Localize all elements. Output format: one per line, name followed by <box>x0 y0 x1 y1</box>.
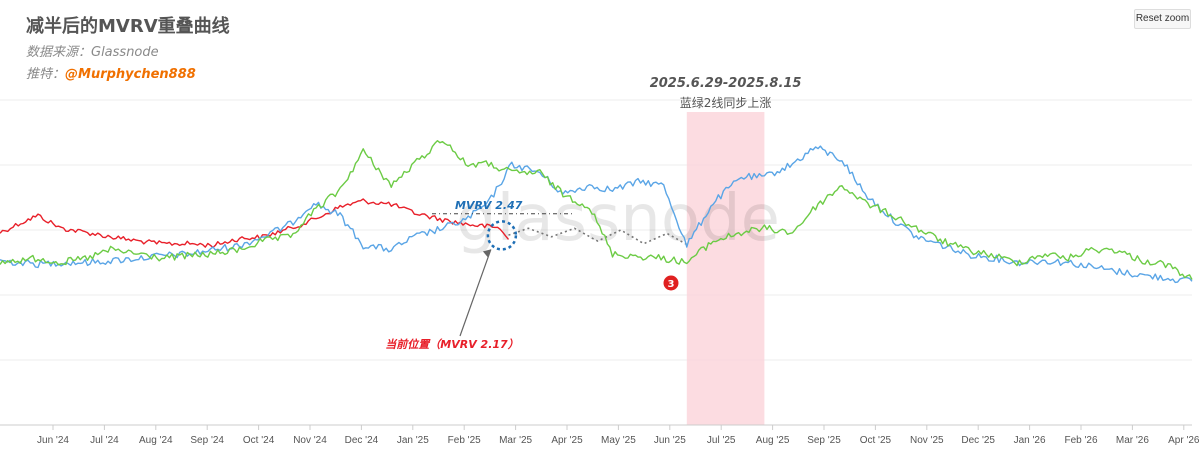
author-prefix: 推特： <box>26 67 66 82</box>
series-line-red <box>0 198 510 249</box>
period-note-annotation: 蓝绿2线同步上涨 <box>680 95 772 110</box>
x-tick-label: Feb '25 <box>448 435 481 446</box>
mvrv-reference-label: MVRV 2.47 <box>455 199 523 212</box>
x-tick-label: Mar '25 <box>499 435 532 446</box>
period-annotation: 2025.6.29-2025.8.15 <box>650 76 802 91</box>
x-tick-label: Jul '25 <box>707 435 736 446</box>
x-tick-label: Nov '25 <box>910 435 944 446</box>
chart-title: 减半后的MVRV重叠曲线 <box>26 16 230 37</box>
grid-lines <box>0 99 1192 426</box>
author-line: 推特：@Murphychen888 <box>26 63 196 82</box>
series-line-green <box>0 140 1193 280</box>
x-tick-label: Sep '24 <box>190 435 224 446</box>
reset-zoom-button[interactable]: Reset zoom <box>1134 9 1191 29</box>
x-tick-label: Mar '26 <box>1116 435 1149 446</box>
x-tick-label: Dec '25 <box>961 435 995 446</box>
x-tick-label: Oct '25 <box>860 435 892 446</box>
series-line-blue <box>0 145 1193 284</box>
glassnode-watermark: glassnode <box>456 182 780 256</box>
x-tick-label: Jun '24 <box>37 435 69 446</box>
x-axis: Jun '24 Jul '24 Aug '24 Sep '24 Oct '24 Nov '… <box>0 424 1200 446</box>
data-source-label: 数据来源：Glassnode <box>26 45 159 60</box>
x-tick-label: Feb '26 <box>1064 435 1097 446</box>
x-tick-label: Oct '24 <box>243 435 275 446</box>
series-layer <box>0 140 1193 284</box>
current-position-arrow <box>459 249 492 337</box>
current-position-label: 当前位置（MVRV 2.17） <box>385 338 518 351</box>
x-tick-label: Sep '25 <box>807 435 841 446</box>
arrowhead-icon <box>482 249 491 258</box>
annotations: 2025.6.29-2025.8.15 蓝绿2线同步上涨 MVRV 2.47 当… <box>385 76 801 351</box>
marker-badge <box>663 275 679 291</box>
x-tick-label: Jan '26 <box>1014 435 1046 446</box>
x-tick-label: Dec '24 <box>345 435 379 446</box>
x-tick-label: Apr '26 <box>1168 435 1200 446</box>
marker-number: 3 <box>668 279 675 290</box>
x-tick-label: Jan '25 <box>397 435 429 446</box>
x-tick-label: Jul '24 <box>90 435 119 446</box>
highlight-band <box>686 112 765 425</box>
author-handle[interactable]: @Murphychen888 <box>65 67 196 82</box>
current-position-circle <box>486 220 518 251</box>
x-tick-label: May '25 <box>601 435 636 446</box>
projection-line <box>508 227 689 247</box>
x-tick-label: Nov '24 <box>293 435 327 446</box>
x-tick-label: Jun '25 <box>654 435 686 446</box>
x-tick-label: Aug '25 <box>756 435 790 446</box>
x-tick-label: Apr '25 <box>551 435 583 446</box>
x-tick-label: Aug '24 <box>139 435 173 446</box>
